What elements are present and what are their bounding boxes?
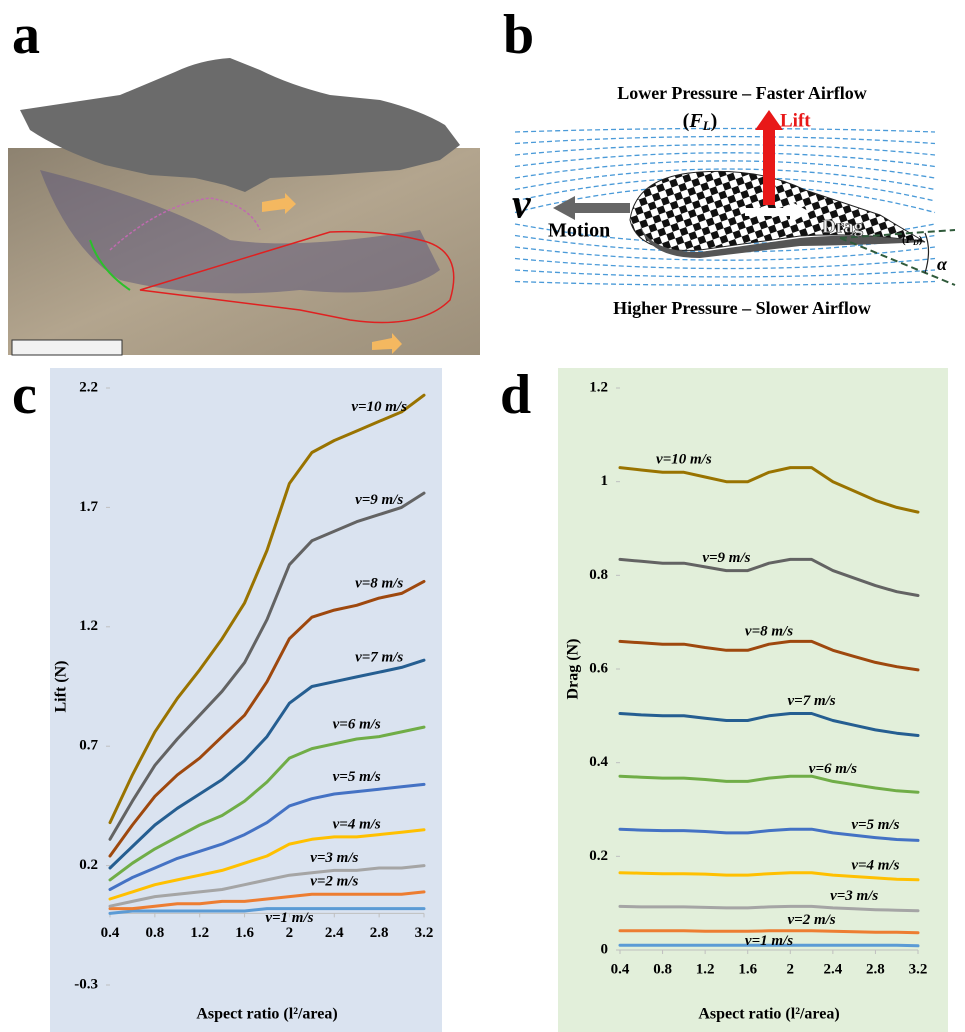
airflow-line [515, 137, 935, 144]
panel-a: a [8, 4, 480, 355]
x-tick-label: 3.2 [415, 925, 434, 941]
panel-label: b [503, 4, 534, 66]
chart-panel: c -0.3 0.2 0.7 1.2 1.7 2.2 0.4 0.8 1.2 1.6 2 2.4 2.8 3… [12, 364, 442, 1032]
x-tick-label: 2.8 [866, 961, 885, 977]
airflow-line [515, 153, 935, 167]
panel-label: d [500, 364, 531, 426]
series-label: v=7 m/s [788, 693, 836, 709]
series-label: v=5 m/s [851, 817, 899, 833]
x-tick-label: 0.4 [611, 961, 630, 977]
x-tick-label: 2.8 [370, 925, 389, 941]
series-label: v=9 m/s [355, 492, 403, 508]
airflow-line [515, 282, 935, 286]
x-tick-label: 0.8 [145, 925, 164, 941]
series-label: v=10 m/s [656, 452, 712, 468]
x-tick-label: 1.6 [738, 961, 757, 977]
x-tick-label: 2 [286, 925, 294, 941]
series-label: v=7 m/s [355, 650, 403, 666]
x-axis-title: Aspect ratio (l²/area) [698, 1006, 839, 1023]
series-label: v=8 m/s [355, 576, 403, 592]
text: F [688, 110, 703, 132]
x-tick-label: 2.4 [823, 961, 842, 977]
y-tick-label: -0.3 [74, 976, 98, 992]
y-tick-label: 0.2 [79, 857, 98, 873]
y-tick-label: 1.2 [79, 618, 98, 634]
text: L [702, 118, 711, 133]
airflow-line [515, 145, 935, 155]
motion-arrow [553, 196, 630, 220]
y-tick-label: 0.8 [589, 567, 608, 583]
panel-label: c [12, 364, 37, 426]
y-tick-label: 2.2 [79, 379, 98, 395]
series-label: v=9 m/s [702, 550, 750, 566]
panel-label: a [12, 4, 40, 66]
figure: a b Lower Pressure – Faster Airflow (FL)… [0, 0, 965, 1032]
lift-force: (FL) [683, 110, 718, 133]
x-tick-label: 0.8 [653, 961, 672, 977]
y-tick-label: 0.4 [589, 754, 608, 770]
series-label: v=6 m/s [333, 716, 381, 732]
angle-arc [925, 233, 929, 273]
series-label: v=10 m/s [351, 399, 407, 415]
text: ) [919, 234, 923, 246]
x-tick-label: 0.4 [101, 925, 120, 941]
drag-label: Drag [822, 216, 864, 237]
x-tick-label: 2 [787, 961, 795, 977]
x-tick-label: 2.4 [325, 925, 344, 941]
series-label: v=3 m/s [310, 850, 358, 866]
bottom-label: Higher Pressure – Slower Airflow [613, 298, 871, 318]
x-axis-title: Aspect ratio (l²/area) [196, 1006, 337, 1023]
y-axis-title: Drag (N) [565, 639, 582, 700]
x-tick-label: 1.2 [190, 925, 209, 941]
chart-panel: d 0 0.2 0.4 0.6 0.8 1 1.2 0.4 0.8 1.2 1.6 2 2.4 2.8 3.2… [500, 364, 948, 1032]
x-tick-label: 1.2 [696, 961, 715, 977]
y-tick-label: 0 [601, 941, 609, 957]
drag-force: (FD) [902, 234, 923, 247]
y-tick-label: 0.7 [79, 738, 98, 754]
series-label: v=8 m/s [745, 624, 793, 640]
airflow-line [515, 128, 935, 132]
angle-label: α [937, 254, 948, 274]
charts: c -0.3 0.2 0.7 1.2 1.7 2.2 0.4 0.8 1.2 1.6 2 2.4 2.8 3… [12, 364, 948, 1032]
text: ) [711, 110, 718, 132]
y-tick-label: 1.2 [589, 379, 608, 395]
y-tick-label: 0.2 [589, 848, 608, 864]
airflow-line [515, 270, 935, 277]
series-label: v=1 m/s [265, 910, 313, 926]
top-label: Lower Pressure – Faster Airflow [617, 83, 867, 103]
series-label: v=4 m/s [851, 857, 899, 873]
x-tick-label: 1.6 [235, 925, 254, 941]
y-tick-label: 1.7 [79, 499, 98, 515]
velocity-label: v [512, 182, 532, 228]
series-label: v=4 m/s [333, 816, 381, 832]
series-label: v=1 m/s [745, 933, 793, 949]
series-label: v=5 m/s [333, 769, 381, 785]
x-tick-label: 3.2 [909, 961, 928, 977]
series-label: v=3 m/s [830, 888, 878, 904]
y-axis-title: Lift (N) [53, 661, 70, 713]
series-label: v=2 m/s [788, 912, 836, 928]
motion-label: Motion [548, 220, 610, 242]
lift-label: Lift [780, 110, 811, 131]
series-label: v=6 m/s [809, 761, 857, 777]
panel-b: b Lower Pressure – Faster Airflow (FL) L… [503, 4, 955, 318]
y-tick-label: 0.6 [589, 660, 608, 676]
y-tick-label: 1 [601, 473, 609, 489]
series-label: v=2 m/s [310, 874, 358, 890]
scale-bar [12, 340, 122, 355]
